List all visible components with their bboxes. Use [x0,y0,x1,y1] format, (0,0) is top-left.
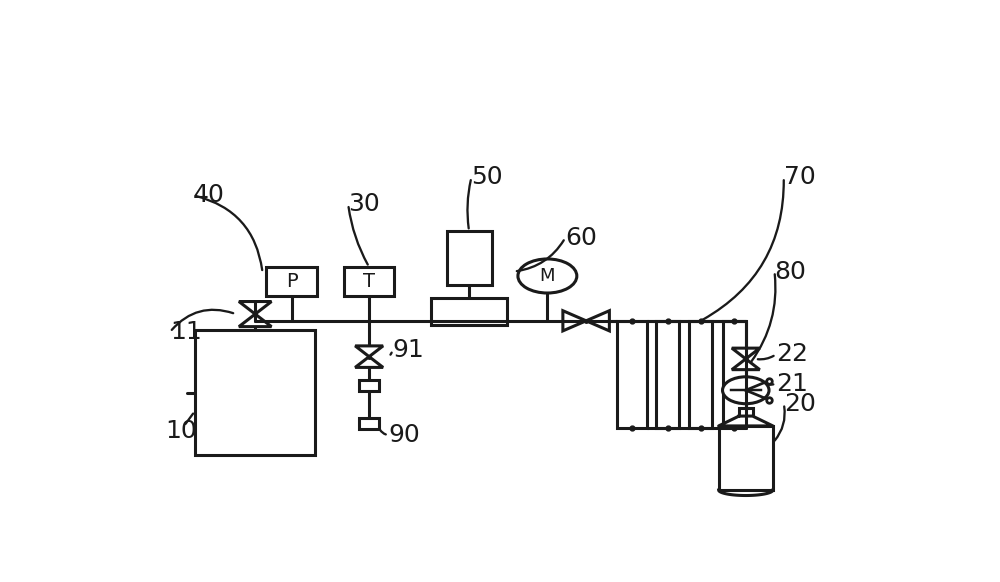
Bar [195,330,315,455]
Text: T: T [363,272,375,291]
Circle shape [723,377,769,404]
Bar [266,267,317,296]
Text: 80: 80 [774,260,806,283]
Text: 22: 22 [776,342,808,367]
Polygon shape [586,311,609,331]
Bar [719,426,773,490]
Circle shape [518,259,577,293]
Text: 50: 50 [471,165,503,189]
Bar [431,299,507,325]
Polygon shape [239,314,271,327]
Polygon shape [239,301,271,314]
Polygon shape [355,346,383,357]
Bar [447,231,492,285]
Text: P: P [286,272,297,291]
Bar [344,267,394,296]
Text: 10: 10 [165,418,197,442]
Bar [617,321,647,428]
Text: 30: 30 [348,192,380,217]
Text: 60: 60 [565,226,597,250]
Text: 20: 20 [784,392,816,416]
Polygon shape [719,416,773,426]
Text: 70: 70 [784,165,816,189]
Bar [359,380,379,391]
Polygon shape [732,348,760,359]
Bar [359,418,379,430]
Bar [656,321,679,428]
Text: 11: 11 [170,320,202,344]
Text: 91: 91 [392,338,424,362]
Bar [689,321,712,428]
Polygon shape [732,359,760,370]
Bar [739,408,753,416]
Polygon shape [563,311,586,331]
Text: 21: 21 [776,371,808,396]
Text: M: M [540,267,555,285]
Polygon shape [355,357,383,367]
Text: 90: 90 [388,423,420,447]
Bar [723,321,746,428]
Text: 40: 40 [193,183,225,207]
